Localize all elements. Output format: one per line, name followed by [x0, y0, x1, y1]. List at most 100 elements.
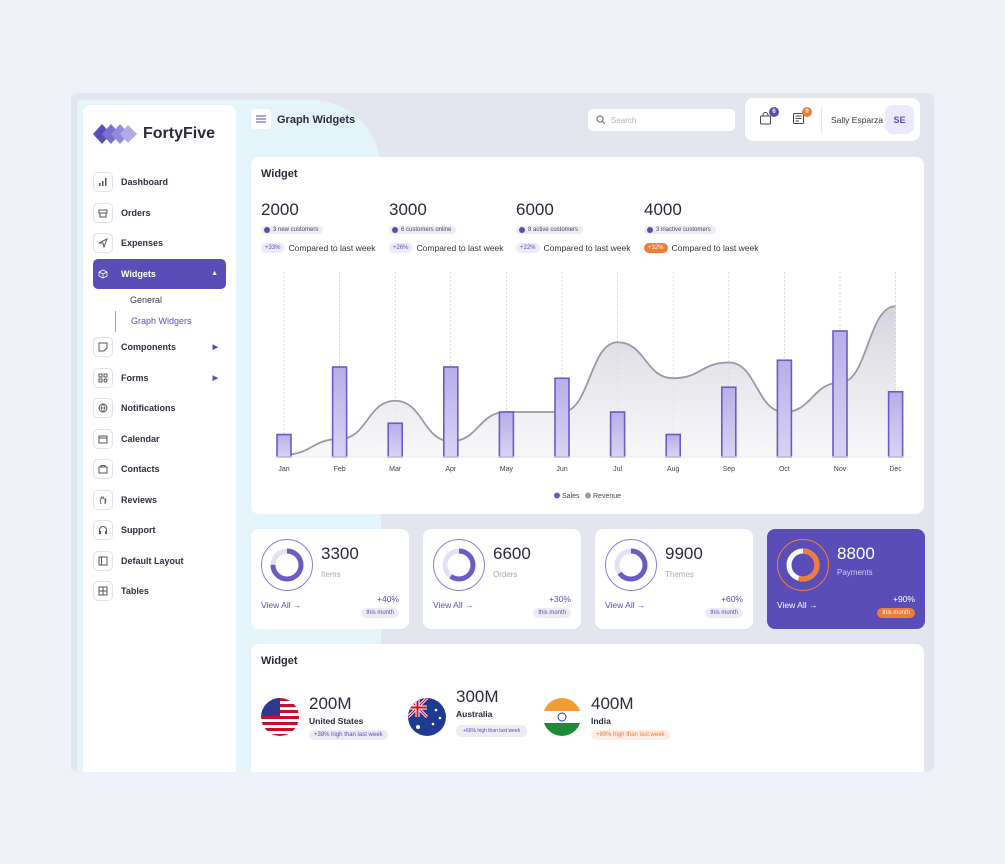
info-icon [519, 227, 525, 233]
australia-flag-icon [408, 698, 446, 736]
submenu-item-graph-widgets[interactable]: Graph Widgers [115, 310, 226, 332]
month-badge: this month [533, 608, 571, 618]
x-tick-label: Jan [278, 466, 289, 473]
sales-bar [887, 390, 904, 458]
page-title: Graph Widgets [277, 114, 356, 126]
sidebar-item-contacts[interactable]: Contacts [93, 454, 226, 485]
cart-badge: 6 [769, 107, 779, 117]
sidebar-item-orders[interactable]: Orders [93, 198, 226, 229]
view-all-link[interactable]: View All → [777, 600, 817, 610]
sidebar-item-components[interactable]: Components ▶ [93, 332, 226, 363]
avatar[interactable]: SE [885, 105, 914, 134]
sales-bar [387, 422, 403, 458]
sidebar-item-notifications[interactable]: Notifications [93, 393, 226, 424]
x-tick-label: Aug [667, 466, 680, 473]
view-all-link[interactable]: View All → [605, 600, 645, 610]
stat-item: 4000 3 inactive customers +32% Compared t… [644, 200, 758, 253]
view-all-link[interactable]: View All → [261, 600, 301, 610]
sales-bar [665, 433, 682, 458]
stat-pct-badge: +22% [516, 243, 540, 253]
country-name: India [591, 716, 611, 726]
arrow-right-icon: → [464, 600, 474, 610]
widgets-submenu: General Graph Widgers [93, 289, 226, 332]
country-name: Australia [456, 709, 493, 719]
brand-logo[interactable]: FortyFive [93, 120, 215, 148]
x-tick-label: Mar [389, 466, 402, 473]
arrow-right-icon: → [808, 600, 818, 610]
sticky-note-icon [93, 337, 113, 358]
stat-value: 6000 [516, 200, 554, 219]
menu-toggle-button[interactable] [251, 109, 271, 129]
shopping-bag-icon [760, 112, 771, 125]
stat-compare-label: Compared to last week [288, 243, 376, 253]
sidebar-item-reviews[interactable]: Reviews [93, 485, 226, 516]
stat-item: 3000 6 customers online +26% Compared to … [389, 200, 503, 253]
revenue-area [284, 306, 896, 457]
legend-sales-label: Sales [562, 493, 580, 500]
sidebar-item-label: Widgets [121, 268, 156, 279]
progress-ring [261, 539, 313, 591]
sidebar-item-label: Expenses [121, 238, 164, 249]
sidebar-item-label: Orders [121, 207, 151, 218]
grid-icon [93, 367, 113, 388]
view-all-link[interactable]: View All → [433, 600, 473, 610]
card-value: 6600 [493, 544, 531, 563]
country-value: 400M [591, 694, 634, 713]
globe-icon [93, 398, 113, 419]
sidebar-item-support[interactable]: Support [93, 515, 226, 546]
country-pct: +38% high than last week [309, 730, 388, 740]
caret-right-icon: ▶ [212, 374, 218, 382]
x-tick-label: Nov [834, 466, 847, 473]
card-pct: +60% [721, 594, 743, 604]
progress-ring [777, 539, 829, 591]
caret-up-icon: ▲ [211, 270, 218, 278]
card-value: 3300 [321, 544, 359, 563]
stat-card-orders: 6600 Orders View All → +30% this month [423, 529, 581, 629]
sidebar-item-widgets[interactable]: Widgets ▲ [93, 258, 226, 289]
submenu-item-general[interactable]: General [130, 294, 163, 305]
stat-compare: +22% Compared to last week [516, 243, 630, 253]
sidebar-item-calendar[interactable]: Calendar [93, 424, 226, 455]
sidebar-item-expenses[interactable]: Expenses [93, 228, 226, 259]
stat-value: 4000 [644, 200, 682, 219]
stat-pill-label: 6 customers online [401, 227, 452, 233]
view-all-label: View All [777, 600, 807, 610]
progress-ring [605, 539, 657, 591]
sidebar-item-dashboard[interactable]: Dashboard [93, 167, 226, 198]
bar-chart-icon [93, 172, 113, 193]
sidebar-item-label: Dashboard [121, 177, 169, 188]
sidebar-item-default-layout[interactable]: Default Layout [93, 546, 226, 577]
sidebar-item-tables[interactable]: Tables [93, 576, 226, 607]
stat-compare: +32% Compared to last week [644, 243, 758, 253]
hamburger-icon [256, 115, 266, 123]
country-pct: +66% high than last week [456, 725, 528, 737]
info-icon [392, 227, 398, 233]
card-label: Orders [493, 570, 518, 579]
sidebar-item-forms[interactable]: Forms ▶ [93, 363, 226, 394]
card-title: Widget [261, 655, 298, 667]
us-flag-icon [261, 698, 299, 736]
card-value: 8800 [837, 544, 875, 563]
news-button[interactable]: 9 [792, 107, 812, 126]
stat-value: 3000 [389, 200, 427, 219]
sales-revenue-chart: Jan Feb Mar Apr May Jun Jul Aug Sep Oct Nov Dec Sale… [271, 272, 911, 500]
stat-item: 6000 8 active customers +22% Compared to … [516, 200, 630, 253]
sales-bar [554, 377, 570, 458]
sidebar-item-label: Calendar [121, 433, 160, 444]
search-input[interactable]: Search [588, 109, 735, 131]
stat-compare-label: Compared to last week [543, 243, 631, 253]
x-tick-label: Sep [723, 466, 736, 473]
cart-button[interactable]: 6 [759, 107, 779, 126]
sidebar-item-label: Contacts [121, 464, 160, 475]
layout-icon [93, 550, 113, 571]
stat-pill-label: 3 inactive customers [656, 227, 711, 233]
stat-pill: 8 active customers [516, 226, 584, 234]
stat-card-themes: 9900 Themes View All → +60% this month [595, 529, 753, 629]
user-toolbar: 6 9 Sally Esparza SE [745, 98, 920, 141]
brand-name: FortyFive [143, 125, 216, 142]
country-value: 300M [456, 687, 499, 706]
view-all-label: View All [433, 600, 463, 610]
user-name[interactable]: Sally Esparza [831, 115, 883, 125]
stat-card-items: 3300 Items View All → +40% this month [251, 529, 409, 629]
stat-pct-badge: +32% [644, 243, 668, 253]
